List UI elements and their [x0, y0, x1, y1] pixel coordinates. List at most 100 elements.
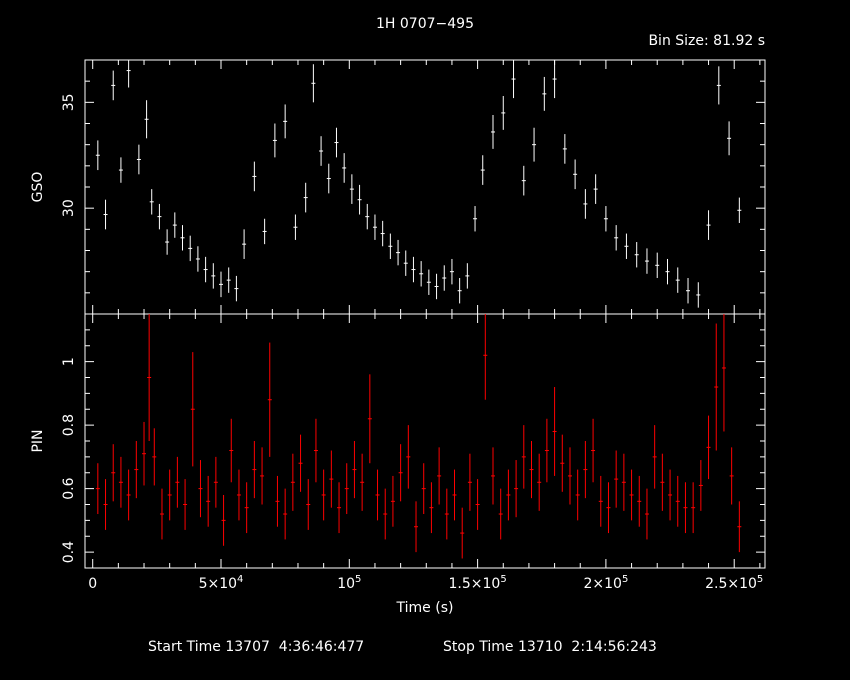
gso-point [449, 258, 454, 285]
pin-point [118, 456, 123, 508]
pin-point [142, 421, 147, 486]
gso-point [226, 267, 231, 293]
stop-time-label: Stop Time 13710 2:14:56:243 [443, 639, 657, 655]
gso-point [144, 100, 149, 139]
top-panel-ticks: 30 35 [61, 59, 765, 315]
pin-point [198, 460, 203, 518]
x-tick-label: 105 [337, 574, 361, 592]
gso-point [426, 269, 431, 295]
gso-point [262, 218, 267, 245]
gso-point [195, 246, 200, 272]
pin-point [452, 469, 457, 521]
pin-point [429, 482, 434, 534]
pin-point [691, 482, 696, 534]
pin-point [390, 475, 395, 527]
gso-point [365, 203, 370, 230]
gso-point [644, 248, 649, 274]
pin-point [183, 479, 188, 530]
gso-point [252, 161, 257, 192]
pin-point [698, 460, 703, 511]
pin-point [668, 469, 673, 521]
pin-axis-label: PIN [30, 429, 46, 452]
gso-point [457, 278, 462, 304]
pin-point [283, 488, 288, 540]
gso-point [532, 127, 537, 162]
pin-point [375, 469, 380, 521]
gso-point [380, 220, 385, 247]
pin-point [537, 453, 542, 511]
pin-point [644, 488, 649, 540]
gso-axis-label: GSO [30, 172, 46, 203]
pin-point [652, 425, 657, 489]
pin-point [236, 469, 241, 521]
pin-point [152, 428, 157, 486]
pin-point [126, 469, 131, 521]
pin-point [552, 387, 557, 476]
pin-point [598, 475, 603, 527]
pin-point [244, 482, 249, 534]
gso-point [665, 258, 670, 285]
pin-point [675, 475, 680, 527]
gso-point [521, 165, 526, 196]
gso-point [357, 184, 362, 215]
gso-point [727, 121, 732, 156]
gso-point [655, 252, 660, 279]
pin-point [567, 447, 572, 505]
pin-point [313, 418, 318, 483]
start-time-label: Start Time 13707 4:36:46:477 [148, 639, 364, 655]
gso-point [126, 60, 131, 88]
gso-point [372, 214, 377, 240]
bottom-panel-frame [84, 313, 766, 569]
time-axis-label: Time (s) [396, 600, 454, 616]
gso-point [103, 199, 108, 230]
pin-point [344, 463, 349, 515]
gso-point [542, 76, 547, 111]
pin-point [229, 418, 234, 483]
gso-point [419, 261, 424, 287]
gso-point [283, 104, 288, 139]
pin-point [252, 441, 257, 499]
gso-point [388, 233, 393, 259]
pin-point [267, 342, 272, 457]
x-tick-label: 2×105 [583, 574, 628, 592]
gso-point [480, 155, 485, 185]
pin-point [175, 456, 180, 508]
gso-point [737, 197, 742, 223]
gso-point [706, 210, 711, 240]
gso-point [334, 127, 339, 158]
pin-point [298, 434, 303, 492]
pin-point [575, 469, 580, 521]
pin-point [621, 453, 626, 511]
gso-point [234, 275, 239, 302]
pin-point [190, 352, 195, 467]
pin-point [134, 441, 139, 499]
gso-point [403, 250, 408, 276]
pin-point [337, 482, 342, 534]
gso-point [272, 123, 277, 158]
y-tick-label: 30 [61, 199, 77, 217]
gso-point [696, 282, 701, 308]
pin-point [560, 434, 565, 492]
gso-point [157, 203, 162, 230]
gso-point [634, 242, 639, 268]
pin-point [660, 453, 665, 511]
gso-point [95, 140, 100, 171]
pin-point [506, 469, 511, 521]
gso-point [573, 159, 578, 190]
gso-point [165, 229, 170, 255]
bin-size-label: Bin Size: 81.92 s [648, 33, 765, 49]
pin-point [406, 425, 411, 489]
pin-point [398, 444, 403, 502]
gso-point [675, 267, 680, 293]
gso-point [303, 182, 308, 213]
y-tick-label: 0.6 [61, 477, 77, 499]
pin-point [475, 479, 480, 530]
gso-point [465, 263, 470, 289]
top-panel-frame [84, 59, 766, 315]
chart-title: 1H 0707−495 [376, 16, 474, 32]
gso-point [188, 235, 193, 262]
gso-point [511, 60, 516, 99]
pin-point [260, 447, 265, 505]
gso-point [473, 206, 478, 232]
pin-point [360, 453, 365, 511]
